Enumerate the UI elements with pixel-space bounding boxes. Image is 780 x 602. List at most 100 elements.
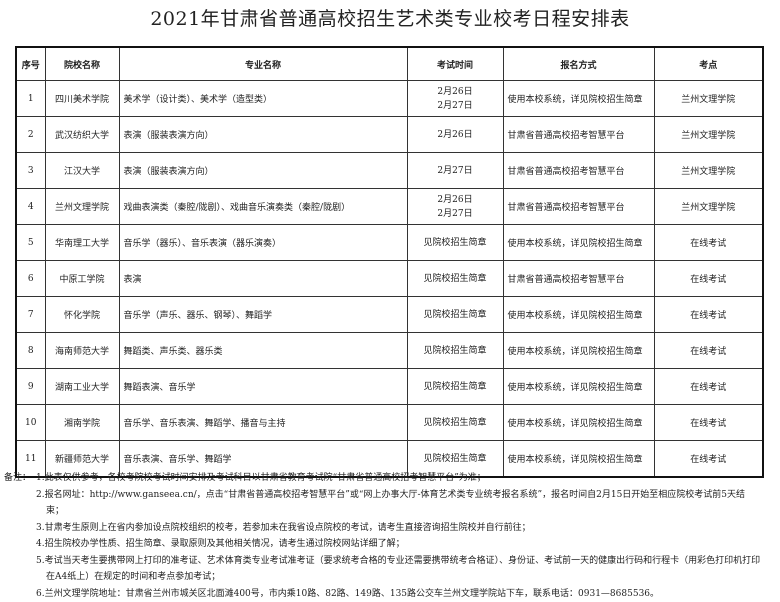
cell-signup-method: 甘肃省普通高校招考智慧平台 <box>503 153 654 189</box>
cell-index: 5 <box>16 225 45 261</box>
cell-exam-site: 兰州文理学院 <box>654 153 763 189</box>
header-index: 序号 <box>16 47 45 81</box>
exam-date: 见院校招生简章 <box>412 236 499 250</box>
cell-major: 表演（服装表演方向） <box>119 153 407 189</box>
cell-signup-method: 使用本校系统，详见院校招生简章 <box>503 225 654 261</box>
cell-index: 4 <box>16 189 45 225</box>
cell-major: 表演 <box>119 261 407 297</box>
cell-school: 湘南学院 <box>45 405 119 441</box>
cell-exam-time: 见院校招生简章 <box>407 369 503 405</box>
exam-date: 2月26日 <box>412 128 499 142</box>
cell-school: 兰州文理学院 <box>45 189 119 225</box>
cell-exam-time: 见院校招生简章 <box>407 405 503 441</box>
exam-date: 2月27日 <box>412 164 499 178</box>
cell-school: 怀化学院 <box>45 297 119 333</box>
cell-major: 音乐学（器乐）、音乐表演（器乐演奏） <box>119 225 407 261</box>
cell-signup-method: 使用本校系统，详见院校招生简章 <box>503 369 654 405</box>
exam-date: 见院校招生简章 <box>412 308 499 322</box>
note-item: 3.甘肃考生原则上在省内参加设点院校组织的校考，若参加未在我省设点院校的考试，请… <box>36 520 531 537</box>
note-item: 4.招生院校办学性质、招生简章、录取原则及其他相关情况，请考生通过院校网站详细了… <box>36 536 405 553</box>
notes-label: 备注： <box>4 470 36 487</box>
exam-date: 见院校招生简章 <box>412 380 499 394</box>
cell-exam-site: 在线考试 <box>654 225 763 261</box>
note-item: 1.此表仅供参考，各校考院校考试时间安排及考试科目以甘肃省教育考试院“甘肃省普通… <box>36 470 486 487</box>
cell-signup-method: 使用本校系统，详见院校招生简章 <box>503 297 654 333</box>
note-item: 在A4纸上）在规定的时间和考点参加考试； <box>46 569 220 586</box>
header-exam-time: 考试时间 <box>407 47 503 81</box>
cell-exam-site: 兰州文理学院 <box>654 117 763 153</box>
cell-exam-site: 兰州文理学院 <box>654 189 763 225</box>
cell-major: 表演（服装表演方向） <box>119 117 407 153</box>
cell-index: 1 <box>16 81 45 117</box>
cell-signup-method: 使用本校系统，详见院校招生简章 <box>503 81 654 117</box>
cell-signup-method: 甘肃省普通高校招考智慧平台 <box>503 261 654 297</box>
note-item: 5.考试当天考生要携带网上打印的准考证、艺术体育类专业考试准考证（要求统考合格的… <box>36 553 760 570</box>
note-item: 束； <box>46 503 64 520</box>
cell-school: 四川美术学院 <box>45 81 119 117</box>
exam-date: 见院校招生简章 <box>412 452 499 466</box>
exam-date: 2月27日 <box>412 207 499 221</box>
cell-school: 华南理工大学 <box>45 225 119 261</box>
cell-index: 3 <box>16 153 45 189</box>
exam-date: 2月27日 <box>412 99 499 113</box>
cell-exam-site: 在线考试 <box>654 369 763 405</box>
exam-date: 2月26日 <box>412 85 499 99</box>
note-item: 2.报名网址：http://www.ganseea.cn/，点击“甘肃省普通高校… <box>36 487 745 504</box>
cell-signup-method: 甘肃省普通高校招考智慧平台 <box>503 117 654 153</box>
cell-exam-site: 在线考试 <box>654 297 763 333</box>
cell-signup-method: 使用本校系统，详见院校招生简章 <box>503 405 654 441</box>
cell-index: 8 <box>16 333 45 369</box>
header-school: 院校名称 <box>45 47 119 81</box>
notes-section: 备注：1.此表仅供参考，各校考院校考试时间安排及考试科目以甘肃省教育考试院“甘肃… <box>4 470 774 602</box>
header-major: 专业名称 <box>119 47 407 81</box>
header-signup-method: 报名方式 <box>503 47 654 81</box>
exam-date: 见院校招生简章 <box>412 416 499 430</box>
cell-major: 戏曲表演类（秦腔/陇剧）、戏曲音乐演奏类（秦腔/陇剧） <box>119 189 407 225</box>
cell-school: 武汉纺织大学 <box>45 117 119 153</box>
cell-index: 7 <box>16 297 45 333</box>
cell-school: 海南师范大学 <box>45 333 119 369</box>
cell-major: 舞蹈表演、音乐学 <box>119 369 407 405</box>
page-title: 2021年甘肃省普通高校招生艺术类专业校考日程安排表 <box>0 4 780 31</box>
cell-exam-time: 2月26日 <box>407 117 503 153</box>
cell-exam-time: 见院校招生简章 <box>407 225 503 261</box>
exam-date: 见院校招生简章 <box>412 344 499 358</box>
cell-school: 江汉大学 <box>45 153 119 189</box>
cell-signup-method: 甘肃省普通高校招考智慧平台 <box>503 189 654 225</box>
cell-school: 中原工学院 <box>45 261 119 297</box>
cell-index: 10 <box>16 405 45 441</box>
cell-exam-time: 见院校招生简章 <box>407 333 503 369</box>
cell-exam-time: 2月27日 <box>407 153 503 189</box>
cell-index: 6 <box>16 261 45 297</box>
cell-exam-site: 兰州文理学院 <box>654 81 763 117</box>
cell-index: 2 <box>16 117 45 153</box>
cell-exam-site: 在线考试 <box>654 333 763 369</box>
cell-school: 湖南工业大学 <box>45 369 119 405</box>
cell-exam-site: 在线考试 <box>654 261 763 297</box>
cell-major: 音乐学（声乐、器乐、钢琴）、舞蹈学 <box>119 297 407 333</box>
exam-date: 见院校招生简章 <box>412 272 499 286</box>
header-exam-site: 考点 <box>654 47 763 81</box>
table-header-row: 序号院校名称专业名称考试时间报名方式考点 <box>16 47 763 81</box>
cell-major: 音乐学、音乐表演、舞蹈学、播音与主持 <box>119 405 407 441</box>
cell-major: 舞蹈类、声乐类、器乐类 <box>119 333 407 369</box>
cell-exam-site: 在线考试 <box>654 405 763 441</box>
cell-major: 美术学（设计类）、美术学（造型类） <box>119 81 407 117</box>
cell-exam-time: 见院校招生简章 <box>407 261 503 297</box>
cell-index: 9 <box>16 369 45 405</box>
cell-signup-method: 使用本校系统，详见院校招生简章 <box>503 333 654 369</box>
exam-date: 2月26日 <box>412 193 499 207</box>
